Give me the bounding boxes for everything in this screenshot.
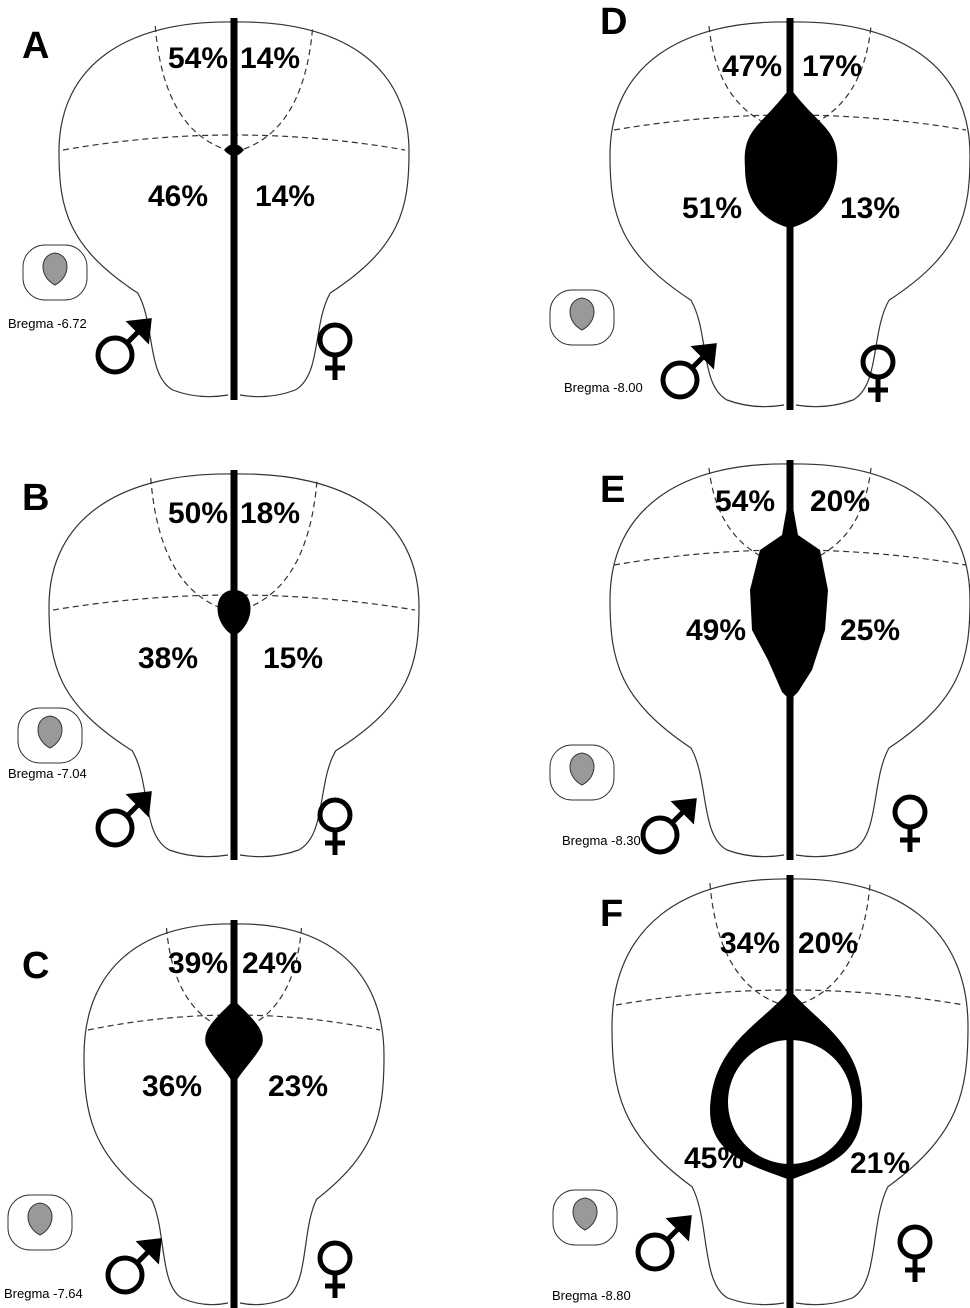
female-symbol <box>320 1243 350 1273</box>
percentage-label: 36% <box>142 1070 202 1103</box>
percentage-label: 20% <box>810 485 870 518</box>
panel-letter: E <box>600 469 625 511</box>
lesion-area <box>224 144 244 156</box>
percentage-label: 51% <box>682 192 742 225</box>
percentage-label: 15% <box>263 642 323 675</box>
brainstem-outline <box>234 474 419 857</box>
female-symbol <box>325 1273 345 1298</box>
male-symbol <box>137 1241 159 1263</box>
female-symbol <box>868 377 888 402</box>
percentage-label: 45% <box>684 1142 744 1175</box>
male-symbol <box>127 321 149 343</box>
male-symbol <box>127 794 149 816</box>
percentage-label: 54% <box>168 42 228 75</box>
percentage-label: 24% <box>242 947 302 980</box>
panel-letter: A <box>22 25 49 67</box>
bregma-label: Bregma -8.00 <box>564 380 643 395</box>
percentage-label: 25% <box>840 614 900 647</box>
percentage-label: 50% <box>168 497 228 530</box>
percentage-label: 54% <box>715 485 775 518</box>
percentage-label: 17% <box>802 50 862 83</box>
percentage-label: 47% <box>722 50 782 83</box>
bregma-label: Bregma -7.64 <box>4 1286 83 1301</box>
panel-letter: B <box>22 477 49 519</box>
male-symbol <box>672 801 694 823</box>
female-symbol <box>863 347 893 377</box>
male-symbol <box>667 1218 689 1240</box>
percentage-label: 34% <box>720 927 780 960</box>
percentage-label: 39% <box>168 947 228 980</box>
bregma-label: Bregma -7.04 <box>8 766 87 781</box>
panel-letter: F <box>600 893 623 935</box>
female-symbol <box>900 827 920 852</box>
female-symbol <box>325 355 345 380</box>
percentage-label: 23% <box>268 1070 328 1103</box>
male-symbol <box>692 346 714 368</box>
female-symbol <box>325 830 345 855</box>
male-symbol <box>108 1258 142 1292</box>
bregma-label: Bregma -8.30 <box>562 833 641 848</box>
female-symbol <box>895 797 925 827</box>
male-symbol <box>638 1235 672 1269</box>
female-symbol <box>905 1257 925 1282</box>
lesion-area <box>750 490 828 700</box>
male-symbol <box>98 811 132 845</box>
figure: A 54% 14% 46% 14% Bregma -6.72 B 50% 18% 38% 15% Br… <box>0 0 970 1308</box>
brainstem-outline <box>610 464 790 857</box>
percentage-label: 13% <box>840 192 900 225</box>
percentage-label: 18% <box>240 497 300 530</box>
bregma-label: Bregma -8.80 <box>552 1288 631 1303</box>
panel-letter: C <box>22 945 49 987</box>
lesion-area <box>218 590 251 636</box>
brainstem-outline <box>790 464 970 857</box>
percentage-label: 14% <box>240 42 300 75</box>
percentage-label: 20% <box>798 927 858 960</box>
percentage-label: 38% <box>138 642 198 675</box>
bregma-label: Bregma -6.72 <box>8 316 87 331</box>
male-symbol <box>643 818 677 852</box>
percentage-label: 21% <box>850 1147 910 1180</box>
male-symbol <box>663 363 697 397</box>
percentage-label: 14% <box>255 180 315 213</box>
male-symbol <box>98 338 132 372</box>
percentage-label: 46% <box>148 180 208 213</box>
lesion-area <box>745 88 838 228</box>
brainstem-outline <box>234 924 384 1305</box>
female-symbol <box>900 1227 930 1257</box>
female-symbol <box>320 800 350 830</box>
percentage-label: 49% <box>686 614 746 647</box>
panel-letter: D <box>600 1 627 43</box>
lesion-area <box>205 1000 263 1085</box>
female-symbol <box>320 325 350 355</box>
